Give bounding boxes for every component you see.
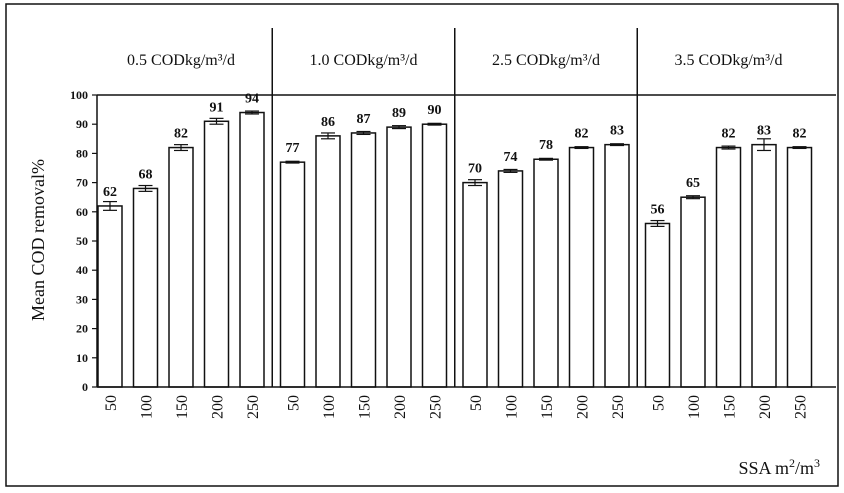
bar	[680, 196, 706, 388]
y-tick-label: 50	[76, 234, 88, 248]
bar	[644, 222, 671, 388]
group-title: 3.5 CODkg/m³/d	[675, 52, 783, 69]
bar	[350, 132, 377, 388]
group-titles: 0.5 CODkg/m³/d 1.0 CODkg/m³/d 2.5 CODkg/m³…	[127, 52, 782, 69]
bar	[386, 126, 412, 388]
bar-value-label: 86	[321, 115, 335, 130]
y-tick-label: 30	[76, 292, 88, 306]
bar	[315, 135, 341, 388]
bar	[715, 146, 742, 388]
bar	[279, 161, 306, 388]
bar-value-label: 89	[392, 106, 406, 121]
x-axis-label-sup1: 2	[789, 456, 795, 470]
bar	[604, 143, 630, 388]
bar	[132, 187, 159, 388]
y-tick-label: 80	[76, 146, 88, 160]
y-tick-label: 0	[82, 380, 88, 394]
x-tick-label: 50	[651, 395, 668, 411]
y-tick-label: 10	[76, 351, 88, 365]
group-dividers	[271, 28, 638, 387]
x-tick-label: 150	[722, 395, 739, 419]
bar-value-label: 70	[468, 162, 482, 177]
bar-value-label: 65	[686, 176, 700, 191]
bar-value-label: 62	[103, 185, 117, 200]
bar-value-label: 82	[575, 127, 589, 142]
bar	[421, 123, 448, 388]
group-title: 2.5 CODkg/m³/d	[492, 52, 600, 69]
bar	[533, 158, 559, 388]
bar-value-label: 68	[139, 167, 153, 182]
x-tick-label: 50	[103, 395, 120, 411]
x-axis-label-mid: /m	[795, 458, 814, 478]
bar	[786, 146, 813, 388]
y-axis-label: Mean COD removal%	[28, 159, 48, 321]
bar-value-label: 82	[174, 127, 188, 142]
y-tick-label: 20	[76, 322, 88, 336]
x-tick-label: 200	[210, 395, 227, 419]
bar	[568, 146, 595, 388]
x-tick-label: 50	[468, 395, 485, 411]
x-axis-ticks: 50 100 150 200 250 50 100 150 200 250 50 100 150 200 2…	[103, 395, 810, 419]
bar	[462, 181, 488, 388]
bar-value-label: 78	[539, 138, 553, 153]
y-tick-label: 70	[76, 176, 88, 190]
y-tick-label: 90	[76, 117, 88, 131]
group-title: 0.5 CODkg/m³/d	[127, 52, 235, 69]
bar-value-label: 74	[504, 150, 518, 165]
x-tick-label: 200	[575, 395, 592, 419]
x-axis-label-main: SSA m	[738, 458, 789, 478]
bar	[203, 120, 230, 388]
x-tick-label: 150	[174, 395, 191, 419]
x-tick-label: 150	[539, 395, 556, 419]
x-tick-label: 200	[757, 395, 774, 419]
bar-value-label: 56	[651, 202, 665, 217]
bar-value-label: 77	[286, 141, 300, 156]
bar-value-label: 82	[722, 127, 736, 142]
x-tick-label: 250	[793, 395, 810, 419]
x-tick-label: 200	[392, 395, 409, 419]
x-tick-label: 100	[686, 395, 703, 419]
x-tick-label: 250	[245, 395, 262, 419]
x-tick-label: 250	[428, 395, 445, 419]
bar-value-label: 82	[793, 127, 807, 142]
y-tick-label: 60	[76, 205, 88, 219]
bars	[97, 110, 813, 388]
y-tick-label: 100	[70, 88, 88, 102]
x-tick-label: 50	[286, 395, 303, 411]
bar	[497, 170, 524, 388]
bar	[168, 146, 194, 388]
x-tick-label: 150	[357, 395, 374, 419]
bar-labels: 62 68 82 91 94 77 86 87 89 90 70 74 78 82 83 56 65 82 83 82	[103, 92, 807, 218]
x-tick-label: 250	[610, 395, 627, 419]
x-axis-label-sup2: 3	[814, 456, 820, 470]
bar-value-label: 83	[757, 124, 771, 139]
x-tick-label: 100	[504, 395, 521, 419]
x-axis-label: SSA m2/m3	[738, 456, 820, 478]
bar-value-label: 94	[245, 92, 259, 107]
y-axis: 0 10 20 30 40 50 60 70 80 90 100	[70, 88, 836, 394]
bar	[751, 143, 777, 388]
x-tick-label: 100	[139, 395, 156, 419]
bar-value-label: 83	[610, 124, 624, 139]
x-tick-label: 100	[321, 395, 338, 419]
bar-value-label: 90	[428, 103, 442, 118]
bar	[97, 205, 123, 388]
y-tick-label: 40	[76, 263, 88, 277]
bar-value-label: 87	[357, 112, 371, 127]
bar-value-label: 91	[210, 100, 224, 115]
group-title: 1.0 CODkg/m³/d	[310, 52, 418, 69]
bar	[239, 111, 265, 388]
